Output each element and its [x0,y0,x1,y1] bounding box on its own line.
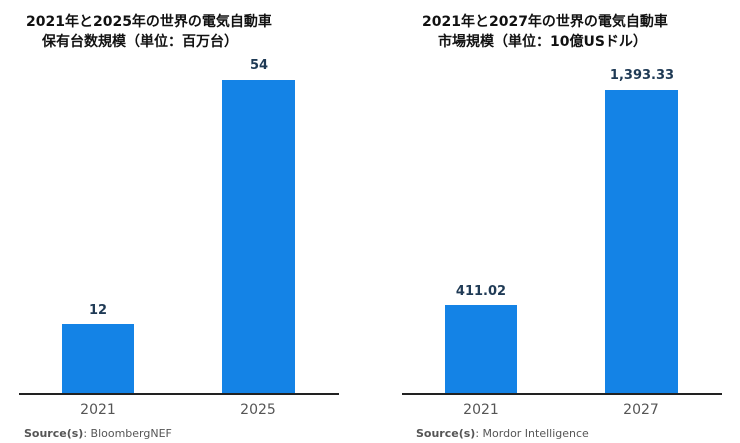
bar-value-label: 12 [88,303,108,318]
bar-value-label: 411.02 [455,284,507,299]
x-tick-label: 2027 [623,402,659,418]
source-text: : Mordor Intelligence [475,427,589,440]
source-note: Source(s): Mordor Intelligence [416,427,589,440]
chart-title-line1: 2021年と2027年の世界の電気自動車 [422,14,668,30]
bar-2021 [445,305,517,394]
chart-ev-market: 2021年と2027年の世界の電気自動車 市場規模（単位：10億USドル） 41… [370,0,740,443]
bar-value-label: 54 [249,58,269,73]
source-label: Source(s) [416,427,476,440]
x-axis-line [19,393,339,395]
chart-ev-stock: 2021年と2025年の世界の電気自動車 保有台数規模（単位：百万台） 12 5… [19,14,339,440]
x-tick-label: 2021 [463,402,499,418]
chart-title-line2: 保有台数規模（単位：百万台） [42,34,238,50]
chart-title-line1: 2021年と2025年の世界の電気自動車 [26,14,272,30]
source-note: Source(s): BloombergNEF [24,427,172,440]
bar-2021 [62,324,134,394]
x-tick-label: 2025 [240,402,276,418]
source-text: : BloombergNEF [83,427,172,440]
x-tick-label: 2021 [80,402,116,418]
bar-2025 [222,80,295,394]
source-label: Source(s) [24,427,84,440]
x-axis-line [402,393,722,395]
bar-2027 [605,90,678,394]
chart-title-line2: 市場規模（単位：10億USドル） [438,34,647,50]
bar-value-label: 1,393.33 [609,68,675,83]
